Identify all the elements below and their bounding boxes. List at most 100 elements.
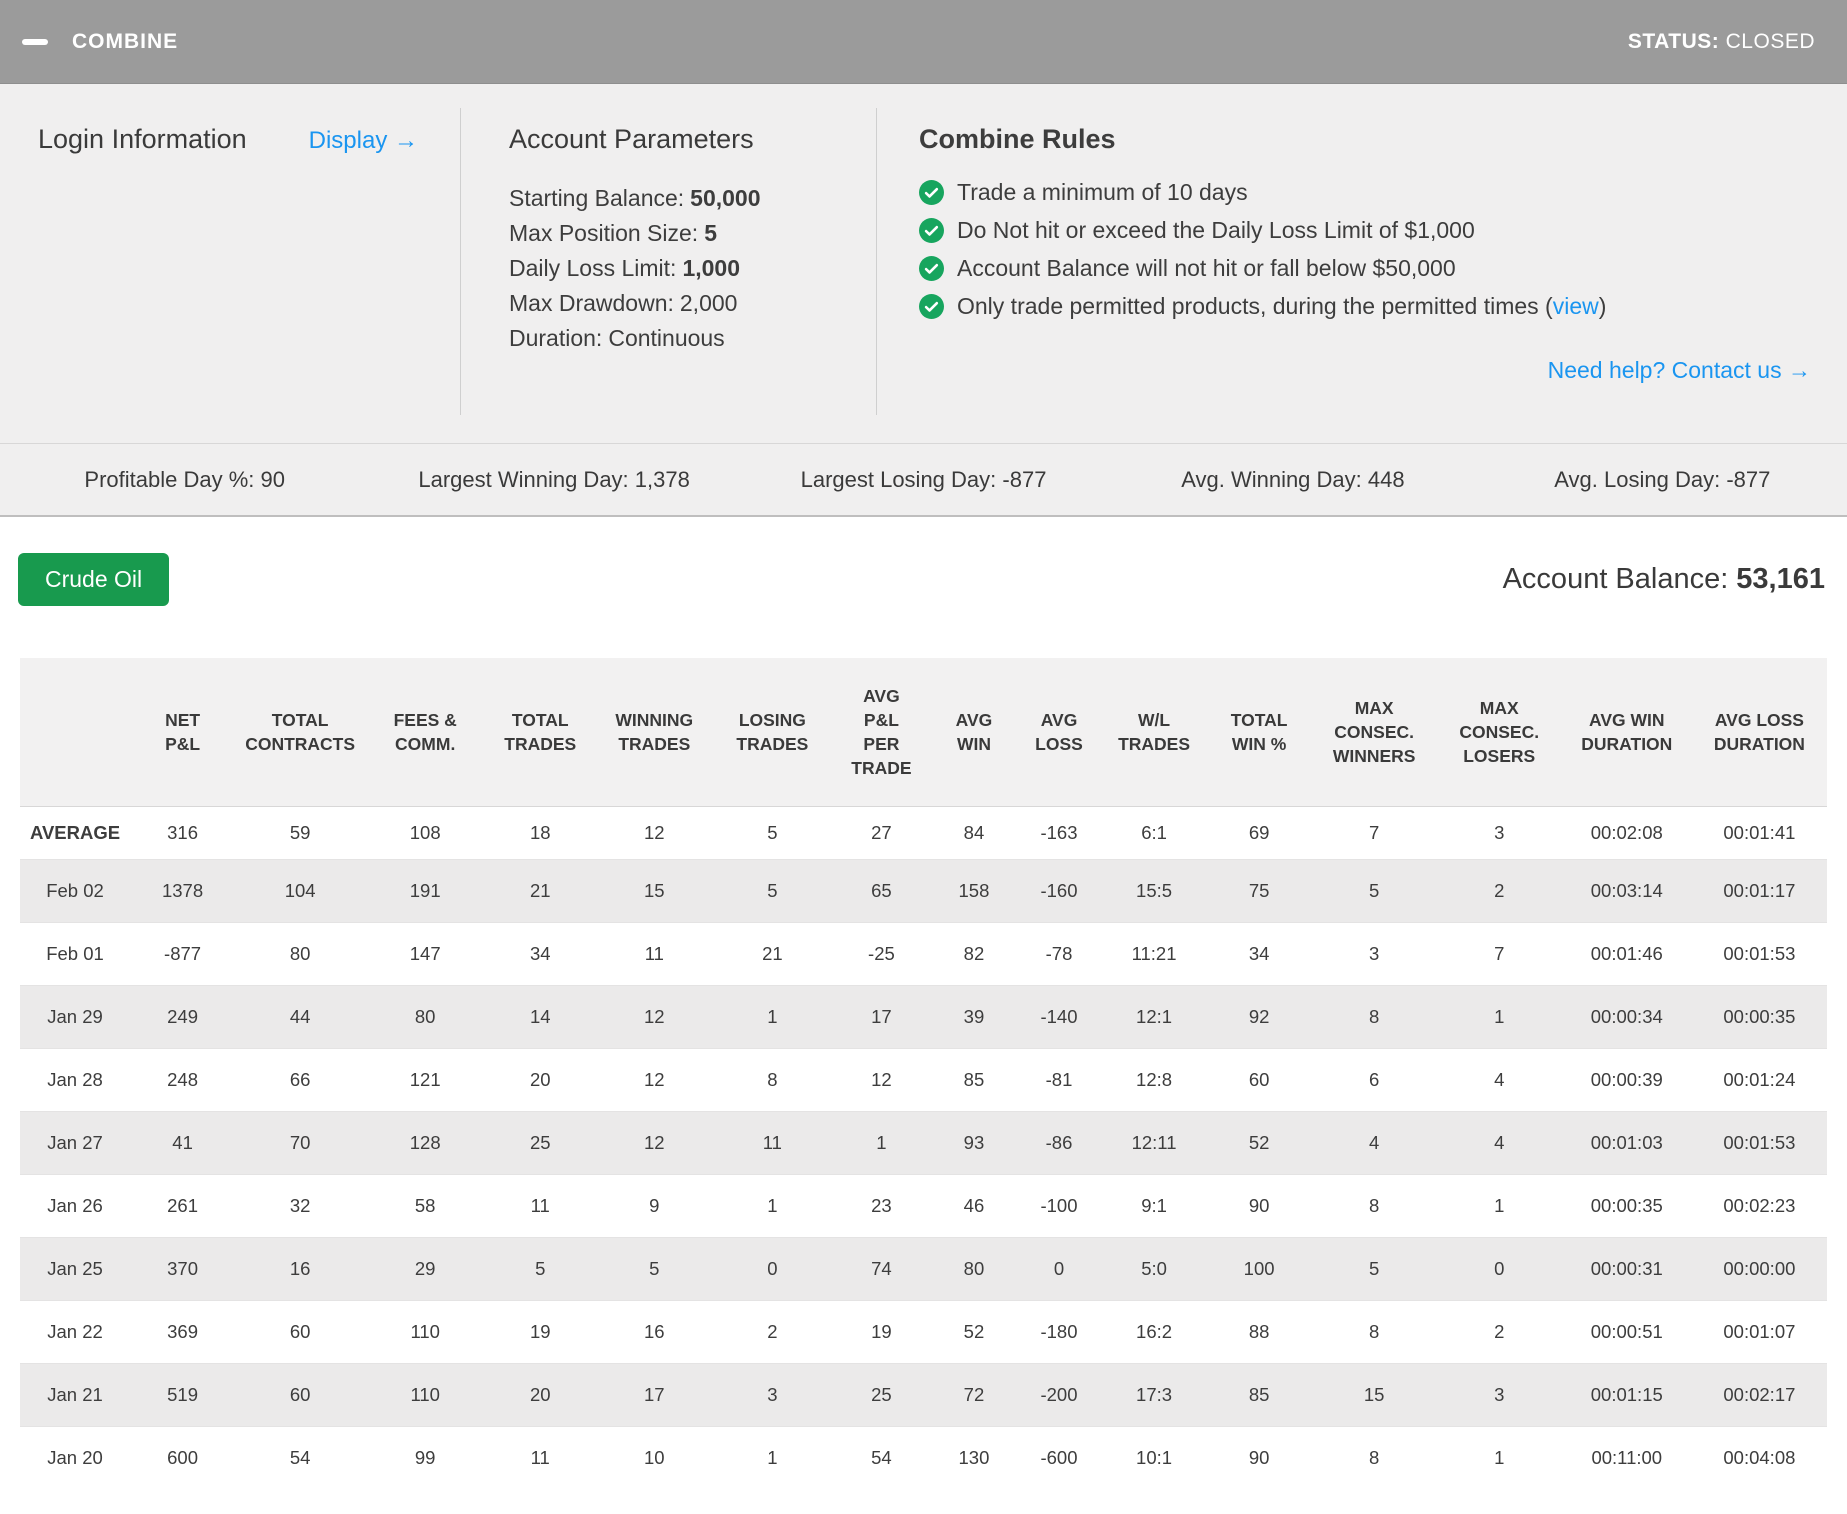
table-cell: 10	[644, 1447, 665, 1468]
rule-min-days: Trade a minimum of 10 days	[919, 179, 1811, 206]
table-cell: 7	[1369, 822, 1380, 843]
table-cell: -81	[1045, 1069, 1073, 1090]
account-summary-row: Crude Oil Account Balance: 53,161	[0, 517, 1847, 606]
rule-permitted-products: Only trade permitted products, during th…	[919, 293, 1811, 320]
table-cell: 1	[1494, 1006, 1505, 1027]
table-cell: -86	[1045, 1132, 1073, 1153]
table-cell: 60	[289, 1321, 311, 1342]
table-cell: 93	[963, 1132, 985, 1153]
table-cell: 19	[871, 1321, 892, 1342]
vertical-divider	[876, 108, 877, 415]
table-cell: 00:02:08	[1590, 822, 1663, 843]
param-max-position-size: Max Position Size: 5	[509, 220, 717, 246]
table-cell: 249	[167, 1006, 198, 1027]
table-cell: 11:21	[1131, 943, 1177, 964]
table-cell: 20	[529, 1069, 551, 1090]
table-cell: 18	[529, 822, 551, 843]
column-header: LOSING TRADES	[736, 710, 809, 754]
table-cell: 316	[167, 822, 198, 843]
vertical-divider	[460, 108, 461, 415]
param-duration: Duration: Continuous	[509, 325, 725, 351]
rule-text: Account Balance will not hit or fall bel…	[957, 255, 1456, 281]
table-cell: -180	[1040, 1321, 1078, 1342]
rule-daily-loss-limit: Do Not hit or exceed the Daily Loss Limi…	[919, 217, 1811, 244]
rule-account-balance: Account Balance will not hit or fall bel…	[919, 255, 1811, 282]
contact-us-link[interactable]: Need help? Contact us →	[1547, 357, 1811, 383]
column-header: TOTAL CONTRACTS	[245, 710, 356, 754]
table-cell: 70	[289, 1132, 311, 1153]
table-cell: 19	[529, 1321, 551, 1342]
table-cell: 8	[1369, 1321, 1380, 1342]
table-cell: -140	[1040, 1006, 1078, 1027]
table-cell: 90	[1248, 1447, 1270, 1468]
table-cell: 65	[871, 880, 892, 901]
table-cell: 34	[529, 943, 551, 964]
table-cell: 8	[1369, 1006, 1380, 1027]
table-cell: 12	[644, 1069, 665, 1090]
table-cell: 54	[871, 1447, 892, 1468]
column-header: WINNING TRADES	[615, 710, 694, 754]
table-cell: 1	[1494, 1195, 1505, 1216]
login-information-title: Login Information	[38, 124, 247, 154]
table-cell: 2	[1494, 1321, 1505, 1342]
table-cell: 17:3	[1136, 1384, 1173, 1405]
row-label: AVERAGE	[29, 822, 121, 843]
param-starting-balance: Starting Balance: 50,000	[509, 185, 761, 211]
row-label: Jan 22	[47, 1321, 103, 1342]
combine-rules-list: Trade a minimum of 10 days Do Not hit or…	[919, 179, 1811, 331]
stat-avg-losing-day: Avg. Losing Day: -877	[1554, 466, 1771, 492]
table-cell: 84	[963, 822, 985, 843]
combine-titlebar: COMBINE STATUS: CLOSED	[0, 0, 1847, 84]
table-cell: 66	[289, 1069, 311, 1090]
table-row: Jan 27 41 70 128 25 12 11 1 93 -86 12:11 52 4 4 00:01:…	[20, 1111, 1827, 1175]
login-information-panel: Login Information Display →	[0, 84, 460, 443]
table-row: Jan 29 249 44 80 14 12 1 17 39 -140 12:1 92 8 1 00:00:…	[20, 985, 1827, 1049]
table-row: Jan 26 261 32 58 11 9 1 23 46 -100 9:1 90 8 1 00:00:35…	[20, 1174, 1827, 1238]
table-cell: 82	[963, 943, 985, 964]
display-login-link[interactable]: Display →	[308, 127, 418, 154]
row-label: Jan 28	[47, 1069, 103, 1090]
collapse-icon[interactable]	[20, 27, 50, 57]
row-label: Jan 27	[47, 1132, 103, 1153]
table-cell: 12	[644, 1132, 665, 1153]
column-header: AVG WIN DURATION	[1581, 710, 1673, 754]
product-button-crude-oil[interactable]: Crude Oil	[18, 553, 170, 606]
table-cell: 15	[644, 880, 665, 901]
view-permitted-products-link[interactable]: view	[1552, 293, 1599, 319]
table-cell: 00:01:41	[1723, 822, 1796, 843]
stat-profitable-day-pct: Profitable Day %: 90	[84, 466, 285, 492]
table-cell: 1	[767, 1006, 778, 1027]
table-cell: 5	[1369, 1258, 1380, 1279]
account-parameters-title: Account Parameters	[509, 124, 754, 154]
stat-avg-winning-day: Avg. Winning Day: 448	[1181, 466, 1405, 492]
table-cell: 1	[767, 1195, 778, 1216]
table-cell: 1	[767, 1447, 778, 1468]
check-circle-icon	[919, 294, 944, 319]
table-cell: 21	[529, 880, 551, 901]
table-cell: 27	[871, 822, 892, 843]
table-cell: 0	[1053, 1258, 1065, 1279]
table-cell: 00:02:23	[1723, 1195, 1796, 1216]
column-header: NET P&L	[165, 710, 201, 754]
table-cell: 7	[1494, 943, 1505, 964]
table-cell: 3	[767, 1384, 778, 1405]
row-label: Jan 26	[47, 1195, 103, 1216]
table-cell: 3	[1369, 943, 1380, 964]
combine-rules-title: Combine Rules	[919, 124, 1116, 154]
table-row: Feb 01 -877 80 147 34 11 21 -25 82 -78 11:21 34 3 7 00…	[20, 922, 1827, 986]
table-cell: 00:01:07	[1723, 1321, 1796, 1342]
column-header: FEES & COMM.	[393, 710, 457, 754]
table-cell: 17	[871, 1006, 892, 1027]
table-cell: 12	[644, 1006, 665, 1027]
rule-text: Do Not hit or exceed the Daily Loss Limi…	[957, 217, 1475, 243]
table-cell: 3	[1494, 822, 1505, 843]
param-daily-loss-limit: Daily Loss Limit: 1,000	[509, 255, 740, 281]
table-cell: 158	[958, 880, 990, 901]
table-cell: -160	[1040, 880, 1078, 901]
table-cell: 261	[167, 1195, 198, 1216]
stat-largest-losing-day: Largest Losing Day: -877	[800, 466, 1047, 492]
row-label: Jan 29	[47, 1006, 103, 1027]
row-label: Jan 25	[47, 1258, 103, 1279]
table-cell: 25	[871, 1384, 892, 1405]
status-value: CLOSED	[1725, 29, 1815, 53]
